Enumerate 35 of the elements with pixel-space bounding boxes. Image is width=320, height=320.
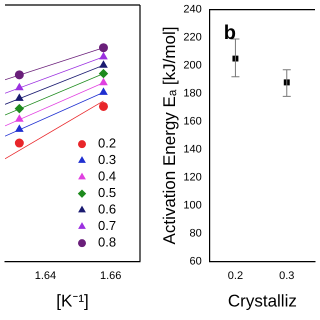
point xyxy=(100,60,108,68)
point xyxy=(100,88,108,95)
point xyxy=(100,78,108,86)
point xyxy=(14,138,24,148)
annotation: b xyxy=(224,22,236,44)
point xyxy=(98,69,108,78)
x-axis-title: Crystalliz xyxy=(228,291,297,310)
point xyxy=(98,43,108,52)
legend-label: 0.4 xyxy=(98,168,116,184)
legend-label: 0.3 xyxy=(98,152,116,168)
point xyxy=(15,114,24,122)
point xyxy=(98,102,108,111)
y-tick-label: 160 xyxy=(183,116,202,128)
x-tick-label: 0.3 xyxy=(279,270,294,282)
legend-label: 0.6 xyxy=(98,202,116,217)
y-axis-title: Activation Energy Eₐ [kJ/mol] xyxy=(160,26,179,244)
x-tick-label: 1.64 xyxy=(34,270,56,282)
y-tick-label: 140 xyxy=(183,144,202,156)
legend-label: 0.5 xyxy=(98,185,116,200)
y-tick-label: 100 xyxy=(183,199,202,212)
point xyxy=(100,52,108,60)
x-axis-title: [K⁻¹] xyxy=(56,291,89,310)
legend-label: 0.8 xyxy=(98,234,116,250)
y-tick-label: 60 xyxy=(190,255,202,268)
x-tick-label: 1.66 xyxy=(100,270,122,282)
y-tick-label: 240 xyxy=(183,4,202,16)
x-tick-label: 0.2 xyxy=(228,270,244,282)
y-tick-label: 120 xyxy=(183,172,202,184)
legend-label: 0.2 xyxy=(98,136,116,151)
point xyxy=(15,94,24,101)
y-tick-label: 220 xyxy=(183,32,202,44)
y-tick-label: 200 xyxy=(183,60,202,72)
legend-label: 0.7 xyxy=(98,218,116,234)
y-tick-label: 80 xyxy=(190,227,202,240)
y-tick-label: 180 xyxy=(183,88,202,100)
